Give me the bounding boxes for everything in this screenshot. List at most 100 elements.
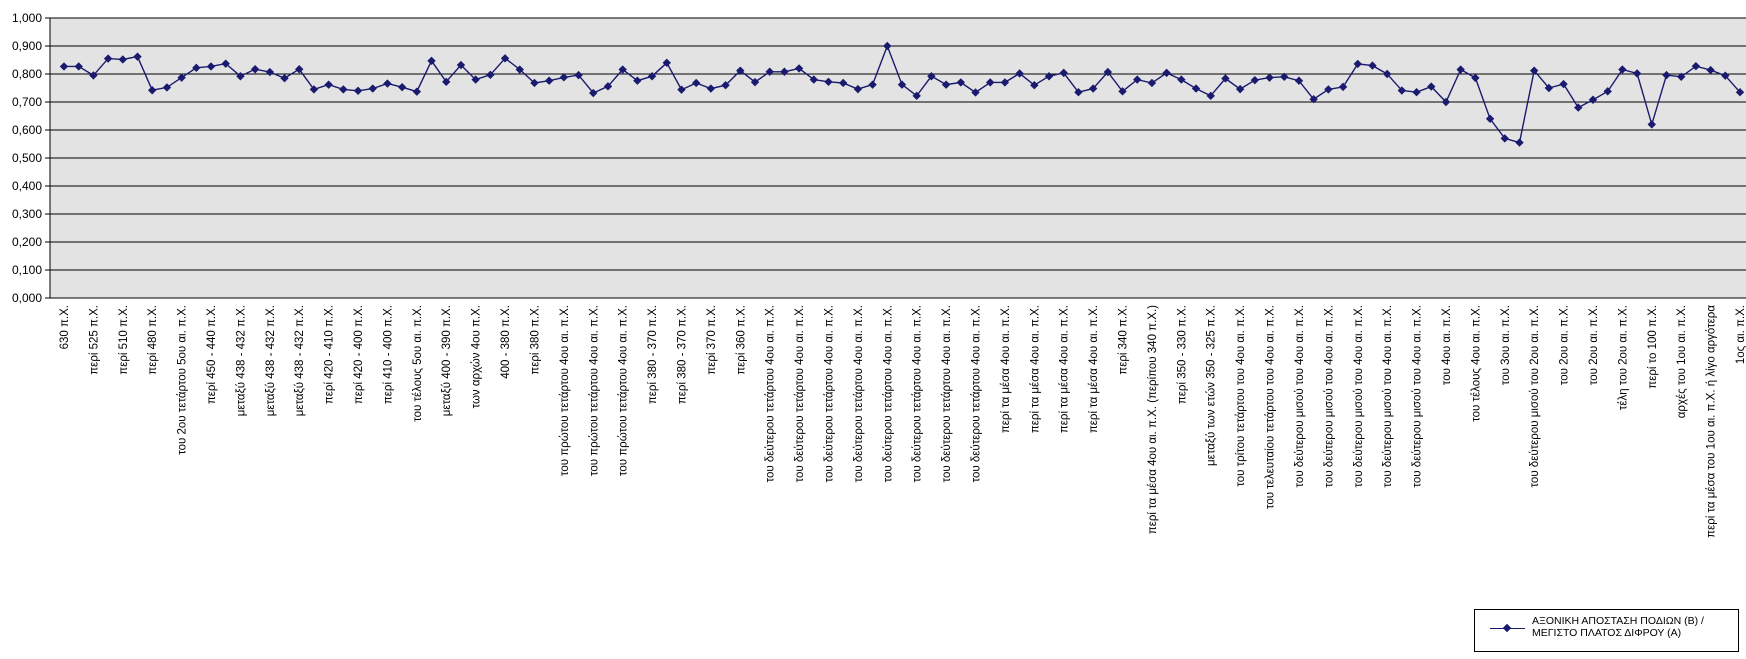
data-point-marker <box>412 87 422 96</box>
data-point-marker <box>368 84 377 93</box>
data-point-marker <box>971 88 980 97</box>
legend-diamond-marker <box>1502 623 1511 633</box>
x-axis-tick-label: περί 380 - 370 π.Χ. <box>676 305 688 404</box>
x-axis-tick-label: του δεύτερου μισού του 4ου αι. π.Χ. <box>1353 305 1365 487</box>
x-axis-tick-label: 630 π.Χ. <box>59 305 71 349</box>
x-axis-tick-label: μεταξύ 438 - 432 π.Χ. <box>294 305 306 416</box>
data-point-marker <box>927 72 936 81</box>
data-point-marker <box>1427 82 1436 91</box>
x-axis-tick-label: του 3ου αι. π.Χ. <box>1500 305 1512 385</box>
x-axis-tick-label: του 2ου αι. π.Χ. <box>1559 305 1571 385</box>
y-axis-tick-label: 0,300 <box>12 207 42 221</box>
data-point-marker <box>442 77 451 87</box>
data-point-marker <box>1000 78 1010 87</box>
x-axis-tick-label: του δεύτερου μισού του 2ου αι. π.Χ. <box>1529 305 1541 487</box>
data-point-marker <box>309 85 319 94</box>
data-point-marker <box>1647 120 1656 129</box>
data-point-marker <box>74 62 83 71</box>
data-point-marker <box>1515 138 1524 147</box>
x-axis-tick-label: του δεύτερου τετάρτου 4ου αι. π.Χ. <box>823 305 835 482</box>
x-axis-tick-label: περί 380 - 370 π.Χ. <box>647 305 659 404</box>
y-axis-tick-label: 0,800 <box>12 67 42 81</box>
x-axis-tick-label: του τρίτου τετάρτου του 4ου αι. π.Χ. <box>1235 305 1247 487</box>
data-point-marker <box>1191 84 1201 93</box>
x-axis-tick-label: μεταξύ 438 - 432 π.Χ. <box>235 305 247 416</box>
data-point-marker <box>397 82 407 92</box>
data-point-marker <box>1706 65 1715 75</box>
data-point-marker <box>1280 72 1289 81</box>
x-axis-tick-label: περί 380 π.Χ. <box>529 305 541 375</box>
data-point-marker <box>486 70 495 80</box>
x-axis-tick-label: του δεύτερου μισού του 4ου αι. π.Χ. <box>1294 305 1306 487</box>
data-point-marker <box>647 72 657 81</box>
data-point-marker <box>1662 70 1671 80</box>
y-axis-tick-labels: 0,000 0,100 0,200 0,300 0,400 0,500 0,600 0,700… <box>12 11 42 305</box>
data-point-marker <box>824 77 833 87</box>
data-point-marker <box>750 77 760 87</box>
x-axis-tick-label: του δεύτερου μισού του 4ου αι. π.Χ. <box>1412 305 1424 487</box>
data-point-marker <box>956 78 966 87</box>
x-axis-tick-label: του πρώτου τετάρτου 4ου αι. π.Χ. <box>559 305 571 476</box>
data-point-marker <box>1206 91 1215 101</box>
data-point-marker <box>544 76 554 85</box>
data-point-marker <box>1529 66 1539 75</box>
data-point-marker <box>427 56 436 66</box>
data-point-marker <box>295 65 304 74</box>
data-point-marker <box>794 64 804 73</box>
x-axis-tick-labels: 630 π.Χ. περί 525 π.Χ. περί 510 π.Χ. περί 4… <box>59 305 1746 538</box>
data-point-marker <box>1618 65 1627 74</box>
data-point-marker <box>574 70 583 80</box>
data-point-marker <box>677 85 686 94</box>
x-axis-tick-label: του δεύτερου τετάρτου 4ου αι. π.Χ. <box>882 305 894 482</box>
x-axis-tick-label: περί 410 - 400 π.Χ. <box>382 305 394 404</box>
x-axis-tick-label: περί 360 π.Χ. <box>735 305 747 375</box>
x-axis-tick-label: του πρώτου τετάρτου 4ου αι. π.Χ. <box>618 305 630 476</box>
x-axis-tick-label: του δεύτερου μισού του 4ου αι. π.Χ. <box>1382 305 1394 487</box>
data-point-marker <box>1603 87 1612 96</box>
x-axis-tick-label: μεταξύ των ετών 350 - 325 π.Χ. <box>1206 305 1218 466</box>
data-point-marker <box>456 60 466 70</box>
data-point-marker <box>221 59 230 68</box>
data-point-marker <box>206 62 216 71</box>
x-axis-tick-label: περί 370 π.Χ. <box>706 305 718 375</box>
legend: ΑΞΟΝΙΚΗ ΑΠΟΣΤΑΣΗ ΠΟΔΙΩΝ (Β) / ΜΕΓΙΣΤΟ ΠΛ… <box>1474 609 1739 652</box>
data-point-marker <box>1162 68 1171 78</box>
data-point-marker <box>1544 83 1554 93</box>
data-point-marker <box>1397 86 1407 95</box>
data-point-marker <box>353 86 363 95</box>
data-point-marker <box>250 65 260 74</box>
data-point-marker <box>133 52 142 61</box>
x-axis-tick-label: περί τα μέσα 4ου αι. π.Χ. <box>1088 305 1100 433</box>
data-point-marker <box>1235 84 1245 94</box>
data-point-marker <box>618 65 627 74</box>
data-point-marker <box>1485 114 1495 123</box>
x-axis-tick-label: του τέλους 5ου αι. π.Χ. <box>412 305 424 422</box>
data-point-marker <box>471 75 480 84</box>
x-axis-tick-label: περί το 100 π.Χ. <box>1647 305 1659 389</box>
data-point-marker <box>1632 69 1642 78</box>
data-point-marker <box>706 84 716 93</box>
x-axis-tick-label: περί 420 - 410 π.Χ. <box>324 305 336 404</box>
data-point-marker <box>1265 73 1274 82</box>
y-axis-tick-label: 0,700 <box>12 95 42 109</box>
data-point-marker <box>1691 61 1701 71</box>
data-point-marker <box>559 73 569 82</box>
data-point-marker <box>838 78 848 88</box>
data-point-marker <box>1044 72 1054 81</box>
x-axis-tick-label: του τέλους 4ου αι. π.Χ. <box>1470 305 1482 422</box>
data-point-marker <box>339 85 348 94</box>
x-axis-tick-label: των αρχών 4ου π.Χ. <box>471 305 483 408</box>
data-point-marker <box>736 66 745 75</box>
x-axis-tick-label: του 2ου αι. π.Χ. <box>1588 305 1600 385</box>
x-axis-tick-label: περί 340 π.Χ. <box>1118 305 1130 375</box>
data-point-marker <box>1074 88 1083 97</box>
data-point-marker <box>1250 75 1260 85</box>
data-point-marker <box>853 84 863 94</box>
data-point-marker <box>89 71 98 80</box>
data-point-marker <box>633 76 642 85</box>
data-point-marker <box>1294 76 1304 85</box>
data-point-marker <box>1382 69 1392 79</box>
data-point-marker <box>1412 88 1421 97</box>
x-axis-tick-label: του δεύτερου τετάρτου 4ου αι. π.Χ. <box>912 305 924 482</box>
